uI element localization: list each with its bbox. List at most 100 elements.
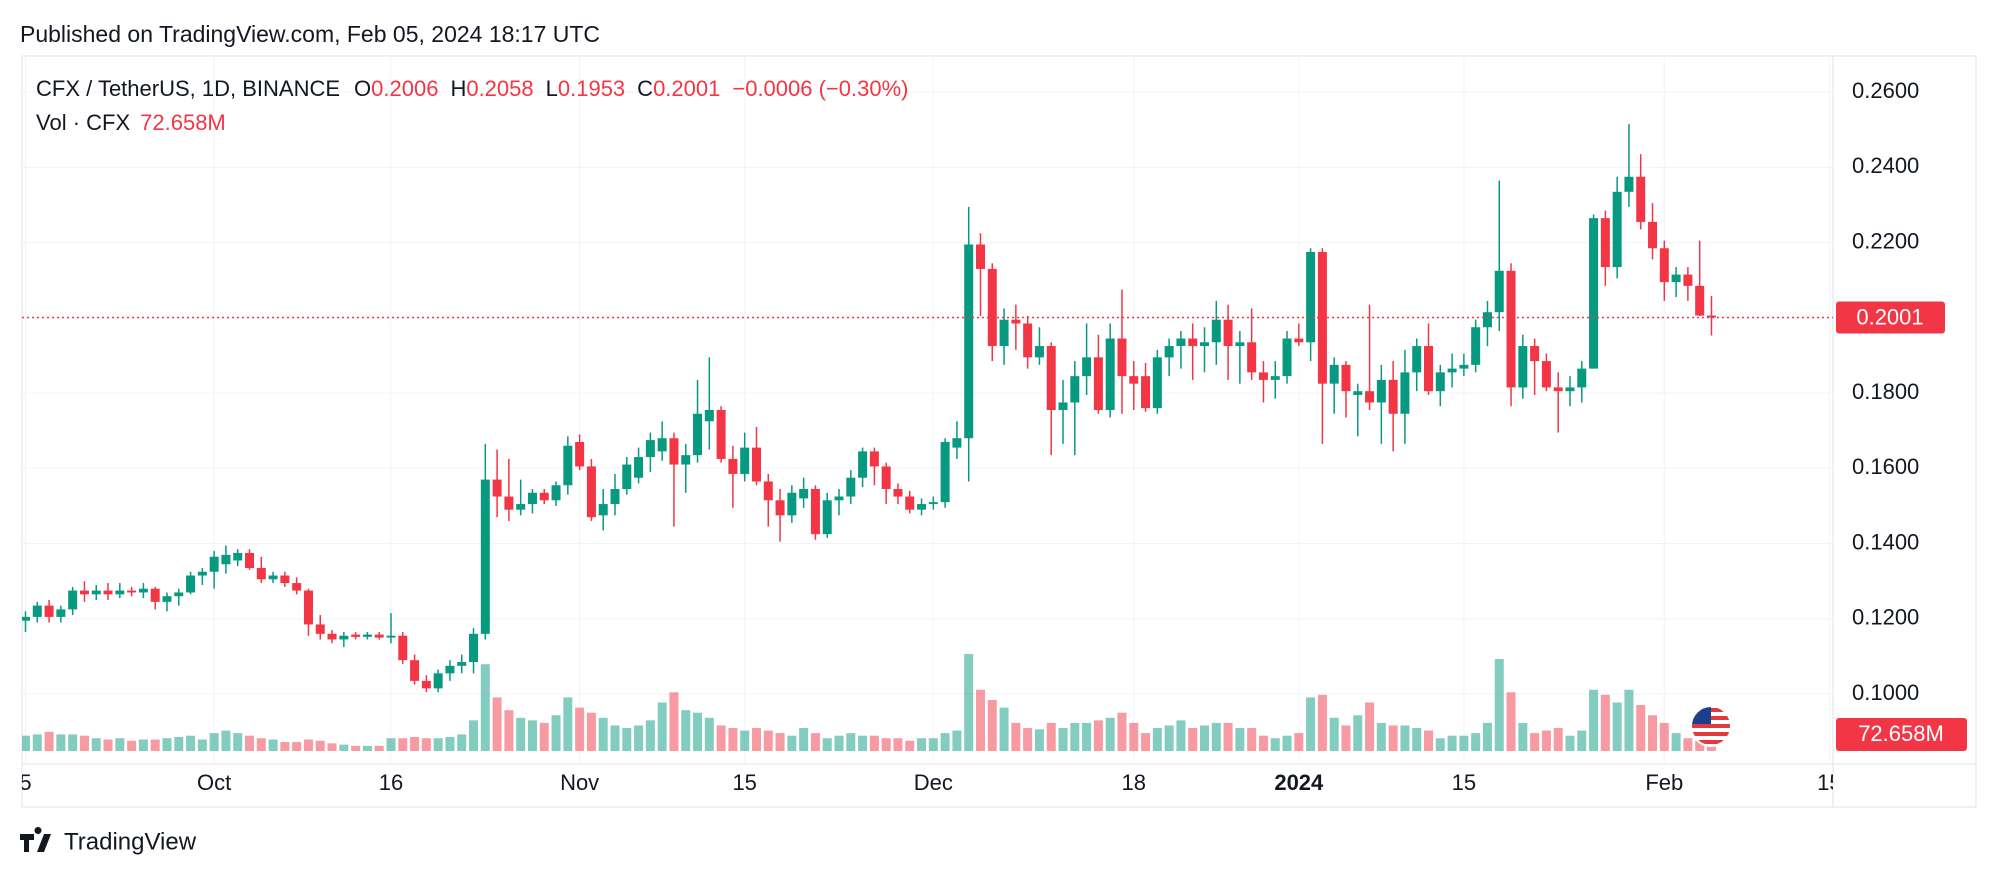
volume-bar	[1541, 730, 1551, 751]
volume-bar	[1011, 722, 1021, 751]
price-label-box	[1836, 301, 1945, 334]
volume-bar	[1424, 730, 1434, 751]
volume-bar	[704, 717, 714, 751]
volume-bar	[622, 728, 632, 751]
volume-bar	[740, 730, 750, 751]
volume-bar	[1706, 743, 1716, 751]
volume-bar	[315, 740, 325, 751]
candle-body	[1459, 364, 1469, 369]
candle-body	[539, 492, 549, 501]
published-note: Published on TradingView.com, Feb 05, 20…	[20, 21, 600, 47]
candle-body	[1506, 270, 1516, 388]
volume-bar	[197, 739, 207, 751]
volume-bar	[1518, 722, 1528, 751]
candle-body	[1577, 368, 1587, 388]
volume-bar	[516, 717, 526, 751]
candle-body	[103, 590, 113, 595]
candle-body	[1329, 364, 1339, 384]
legend-volume: Vol · CFX 72.658M	[36, 110, 226, 135]
volume-bar	[303, 739, 313, 751]
candle-body	[1376, 379, 1386, 403]
legend-title: CFX / TetherUS, 1D, BINANCE	[36, 76, 340, 101]
volume-bar	[186, 735, 196, 751]
candle-body	[1117, 338, 1127, 377]
volume-bar	[1447, 735, 1457, 751]
candle-body	[1235, 342, 1245, 347]
candle-body	[150, 588, 160, 602]
volume-bar	[1188, 728, 1198, 751]
candle-body	[1306, 251, 1316, 343]
volume-bar	[79, 735, 89, 751]
volume-bar	[975, 689, 985, 751]
volume-bar	[751, 728, 761, 751]
candle-body	[280, 575, 290, 584]
candle-body	[516, 504, 526, 510]
y-tick-label: 0.2200	[1852, 228, 1919, 253]
volume-bar	[362, 745, 372, 751]
volume-bar	[1435, 738, 1445, 751]
candle-body	[869, 451, 879, 467]
volume-bar	[681, 710, 691, 751]
candle-body	[480, 479, 490, 634]
footer-brand: TradingView	[64, 828, 197, 855]
candle-body	[327, 633, 337, 640]
candle-body	[1152, 357, 1162, 409]
x-tick-label: 15	[1817, 770, 1841, 795]
volume-bar	[1070, 722, 1080, 751]
volume-bar	[339, 744, 349, 751]
volume-bar	[928, 738, 938, 751]
volume-bar	[327, 743, 337, 751]
volume-bar	[563, 697, 573, 751]
volume-bar	[1034, 729, 1044, 751]
legend-key: H	[450, 76, 466, 101]
volume-bar	[1695, 740, 1705, 751]
candle-body	[1141, 376, 1151, 409]
candle-body	[1341, 364, 1351, 392]
volume-bar	[280, 742, 290, 751]
candle-body	[634, 457, 644, 478]
candle-body	[410, 660, 420, 681]
volume-bar	[1471, 733, 1481, 751]
volume-bar	[598, 717, 608, 751]
volume-bar	[964, 654, 974, 751]
candle-body	[1553, 387, 1563, 392]
candle-body	[1565, 387, 1575, 392]
volume-bar	[469, 720, 479, 751]
legend-key: O	[354, 76, 371, 101]
x-tick-label: Nov	[560, 770, 599, 795]
x-tick-label: 2024	[1274, 770, 1324, 795]
candle-body	[1223, 319, 1233, 347]
candle-body	[292, 583, 302, 591]
volume-bar	[1589, 689, 1599, 751]
volume-bar	[138, 739, 148, 751]
volume-bar	[1282, 735, 1292, 751]
volume-bar	[1093, 720, 1103, 751]
volume-bar	[1235, 728, 1245, 751]
candle-body	[374, 634, 384, 638]
candle-body	[32, 605, 42, 617]
volume-bar	[433, 738, 443, 751]
candle-body	[433, 673, 443, 689]
candle-body	[1365, 391, 1375, 403]
volume-bar	[1459, 735, 1469, 751]
candle-body	[245, 552, 255, 569]
legend-key: C	[637, 76, 653, 101]
candle-body	[598, 504, 608, 516]
candle-body	[492, 479, 502, 497]
candle-body	[681, 455, 691, 465]
candle-body	[527, 492, 537, 505]
volume-bar	[1306, 697, 1316, 751]
candle-body	[775, 500, 785, 516]
volume-bar	[1105, 717, 1115, 751]
volume-bar	[1494, 659, 1504, 751]
volume-bar	[1365, 702, 1375, 751]
candle-body	[693, 413, 703, 456]
volume-bar	[245, 735, 255, 751]
legend-value: 0.2006	[371, 76, 438, 101]
y-tick-label: 0.2400	[1852, 153, 1919, 178]
volume-bar	[1152, 728, 1162, 751]
volume-bar	[799, 728, 809, 751]
volume-bar	[893, 738, 903, 751]
candle-body	[964, 244, 974, 439]
